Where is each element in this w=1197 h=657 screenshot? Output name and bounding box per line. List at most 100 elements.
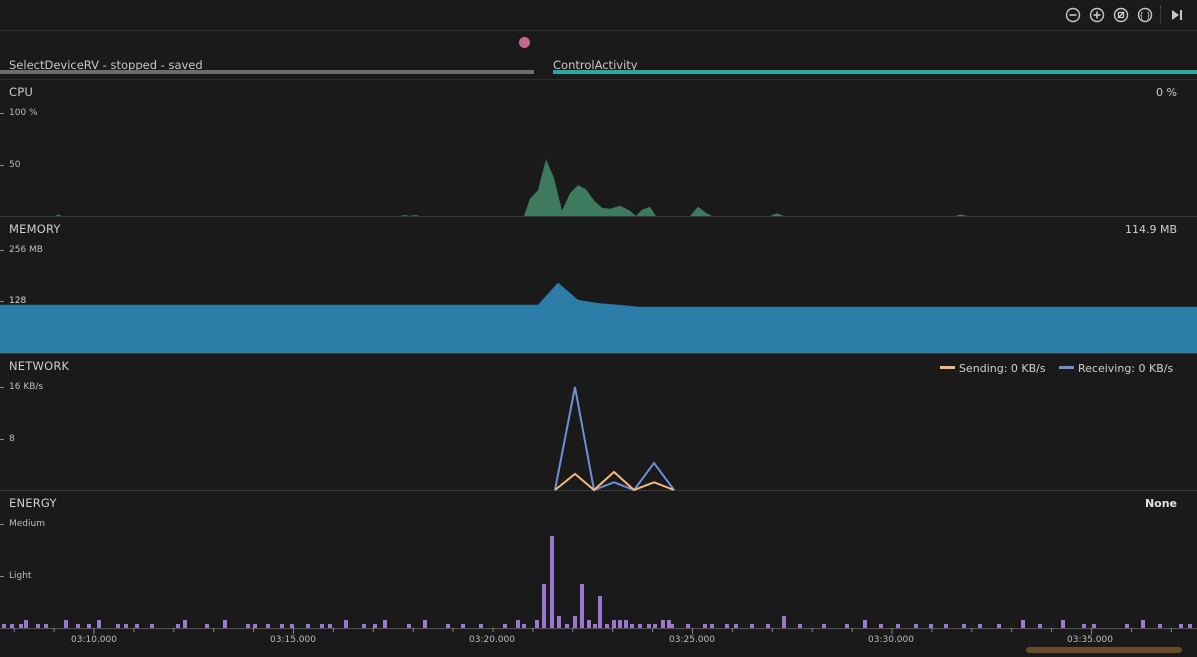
memory-y-mid-label: 128: [9, 296, 27, 306]
energy-bar: [205, 624, 209, 628]
sending-swatch-icon: [940, 365, 955, 369]
energy-bar: [1188, 624, 1192, 628]
network-y-max-label: 16 KB/s: [9, 382, 44, 392]
timeline-scrollbar[interactable]: [1026, 647, 1182, 653]
legend-receiving-label: Receiving: 0 KB/s: [1078, 362, 1174, 375]
energy-bar: [64, 620, 68, 628]
energy-bar: [944, 624, 948, 628]
energy-bar: [879, 624, 883, 628]
zoom-out-icon[interactable]: [1065, 7, 1081, 23]
energy-bar: [344, 620, 348, 628]
energy-bar: [734, 624, 738, 628]
user-event-dot[interactable]: [519, 37, 530, 48]
cpu-chart: [0, 159, 1197, 216]
energy-bar: [362, 624, 366, 628]
energy-bar: [306, 624, 310, 628]
energy-bar: [97, 620, 101, 628]
energy-bar: [1158, 624, 1162, 628]
energy-bar: [76, 624, 80, 628]
energy-bar: [19, 624, 23, 628]
energy-bar: [766, 624, 770, 628]
memory-chart: [0, 282, 1197, 353]
legend-receiving: Receiving: 0 KB/s: [1059, 362, 1173, 375]
energy-track[interactable]: ENERGY None Medium Light: [0, 491, 1197, 629]
energy-bar: [605, 624, 609, 628]
session-timeline: SelectDeviceRV - stopped - saved Control…: [0, 31, 1197, 80]
energy-bar: [896, 624, 900, 628]
memory-track[interactable]: MEMORY 114.9 MB 256 MB 128: [0, 217, 1197, 354]
energy-bar: [978, 624, 982, 628]
energy-bar: [124, 624, 128, 628]
energy-bar: [542, 584, 546, 628]
energy-bar: [782, 616, 786, 628]
fit-icon[interactable]: { }: [1137, 7, 1153, 23]
energy-bar: [373, 624, 377, 628]
energy-y-medium-label: Medium: [9, 519, 45, 529]
energy-bar: [929, 624, 933, 628]
energy-bar: [446, 624, 450, 628]
energy-title: ENERGY: [9, 496, 57, 510]
energy-bar: [522, 624, 526, 628]
legend-sending-label: Sending: 0 KB/s: [959, 362, 1046, 375]
energy-bar: [135, 624, 139, 628]
energy-bar: [116, 624, 120, 628]
cpu-area: [0, 159, 1197, 216]
energy-bar: [253, 624, 257, 628]
energy-y-tick: [0, 524, 4, 525]
energy-bar: [661, 620, 665, 628]
energy-bar: [1082, 624, 1086, 628]
session-label-previous: SelectDeviceRV - stopped - saved: [9, 58, 203, 72]
energy-bar: [246, 624, 250, 628]
session-label-current: ControlActivity: [553, 58, 638, 72]
network-y-tick: [0, 387, 4, 388]
cpu-title: CPU: [9, 85, 33, 99]
time-label: 03:30.000: [868, 635, 914, 645]
network-track[interactable]: NETWORK Sending: 0 KB/s Receiving: 0 KB/…: [0, 354, 1197, 492]
energy-bar: [618, 620, 622, 628]
network-title: NETWORK: [9, 359, 70, 373]
energy-bar: [183, 620, 187, 628]
energy-bar: [612, 620, 616, 628]
receiving-line: [554, 386, 675, 492]
energy-bar: [1061, 620, 1065, 628]
energy-bar: [1038, 624, 1042, 628]
energy-bar: [565, 624, 569, 628]
reset-zoom-icon[interactable]: [1113, 7, 1129, 23]
time-label: 03:15.000: [270, 635, 316, 645]
energy-bar: [1141, 620, 1145, 628]
memory-y-tick: [0, 301, 4, 302]
go-live-icon[interactable]: [1169, 7, 1185, 23]
time-axis[interactable]: 03:10.000 03:15.000 03:20.000 03:25.000 …: [0, 628, 1197, 657]
cpu-y-mid-label: 50: [9, 160, 21, 170]
energy-bar: [10, 624, 14, 628]
energy-bar: [223, 620, 227, 628]
cpu-track[interactable]: CPU 0 % 100 % 50: [0, 80, 1197, 217]
network-y-tick: [0, 439, 4, 440]
energy-bar: [587, 620, 591, 628]
energy-bar: [320, 624, 324, 628]
energy-bar: [1092, 624, 1096, 628]
energy-bar: [550, 536, 554, 628]
energy-bar: [44, 624, 48, 628]
energy-y-light-label: Light: [9, 571, 32, 581]
memory-title: MEMORY: [9, 222, 61, 236]
energy-bar: [150, 624, 154, 628]
energy-bar: [725, 624, 729, 628]
memory-y-tick: [0, 250, 4, 251]
memory-value: 114.9 MB: [1124, 223, 1177, 236]
energy-bar: [703, 624, 707, 628]
session-bar-previous[interactable]: [0, 70, 534, 74]
network-chart: [554, 386, 675, 492]
energy-bar: [997, 624, 1001, 628]
legend-sending: Sending: 0 KB/s: [940, 362, 1046, 375]
receiving-swatch-icon: [1059, 365, 1074, 369]
energy-bar: [290, 624, 294, 628]
zoom-in-icon[interactable]: [1089, 7, 1105, 23]
energy-bar: [962, 624, 966, 628]
network-y-mid-label: 8: [9, 434, 15, 444]
energy-bar: [750, 624, 754, 628]
energy-bar: [557, 616, 561, 628]
energy-bar: [2, 624, 6, 628]
session-bar-current[interactable]: [553, 70, 1197, 74]
cpu-value: 0 %: [1156, 86, 1177, 99]
